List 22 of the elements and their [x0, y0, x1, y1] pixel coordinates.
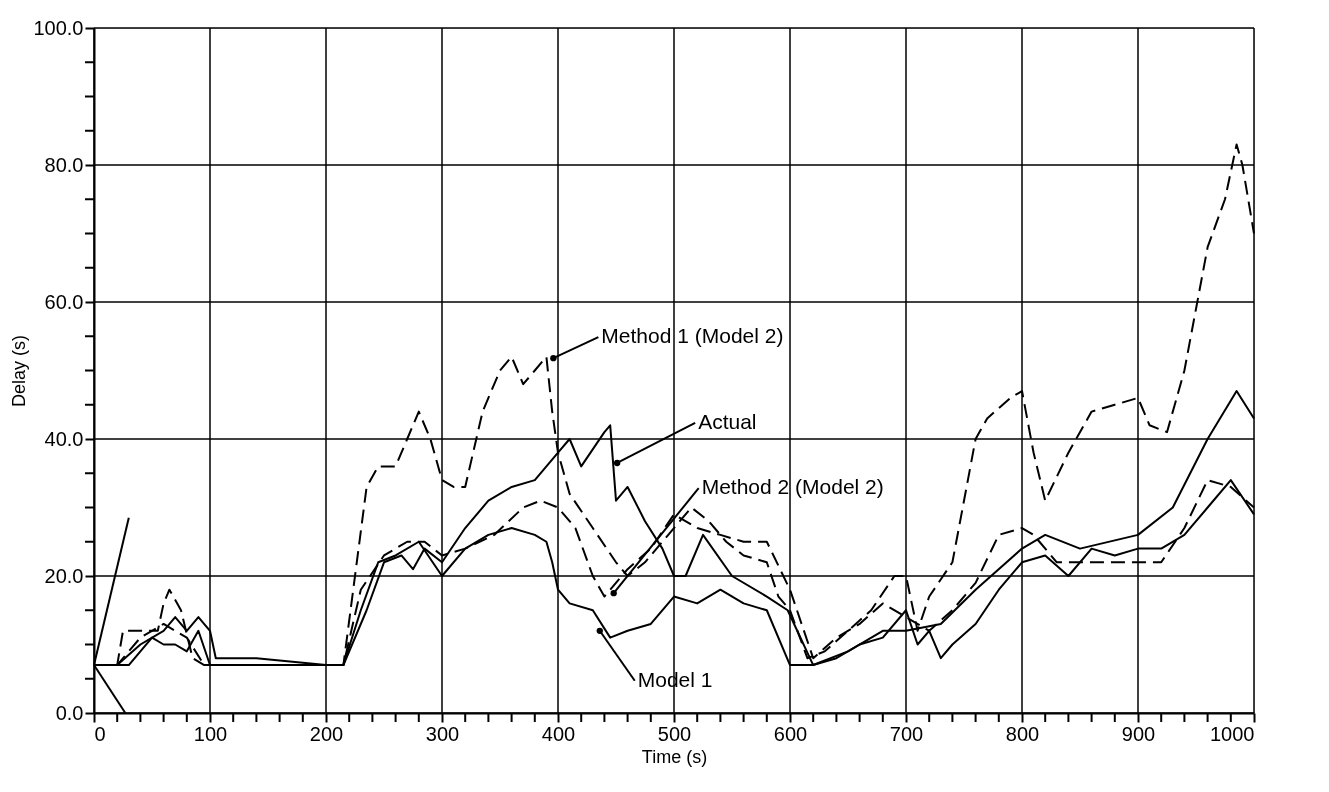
x-tick-label: 0 — [94, 722, 106, 745]
x-tick-label: 900 — [1121, 722, 1156, 745]
x-tick-label: 500 — [657, 722, 692, 745]
x-tick-label: 1000 — [1210, 722, 1255, 745]
annotation: Method 2 (Model 2) — [701, 475, 884, 499]
y-tick-label: 0.0 — [55, 701, 84, 724]
y-tick-label: 100.0 — [33, 16, 84, 39]
annotation: Method 1 (Model 2) — [601, 324, 784, 348]
x-axis-title: Time (s) — [641, 746, 708, 767]
x-tick-label: 600 — [773, 722, 808, 745]
x-tick-label: 100 — [193, 722, 228, 745]
x-tick-label: 700 — [889, 722, 924, 745]
x-tick-label: 400 — [541, 722, 576, 745]
y-tick-label: 40.0 — [44, 427, 84, 450]
y-tick-label: 20.0 — [44, 564, 84, 587]
annotation: Actual — [698, 409, 757, 433]
y-tick-label: 60.0 — [44, 290, 84, 313]
x-tick-label: 300 — [425, 722, 460, 745]
x-tick-label: 800 — [1005, 722, 1040, 745]
y-tick-label: 80.0 — [44, 153, 84, 176]
y-axis-title: Delay (s) — [9, 334, 30, 408]
x-tick-label: 200 — [309, 722, 344, 745]
